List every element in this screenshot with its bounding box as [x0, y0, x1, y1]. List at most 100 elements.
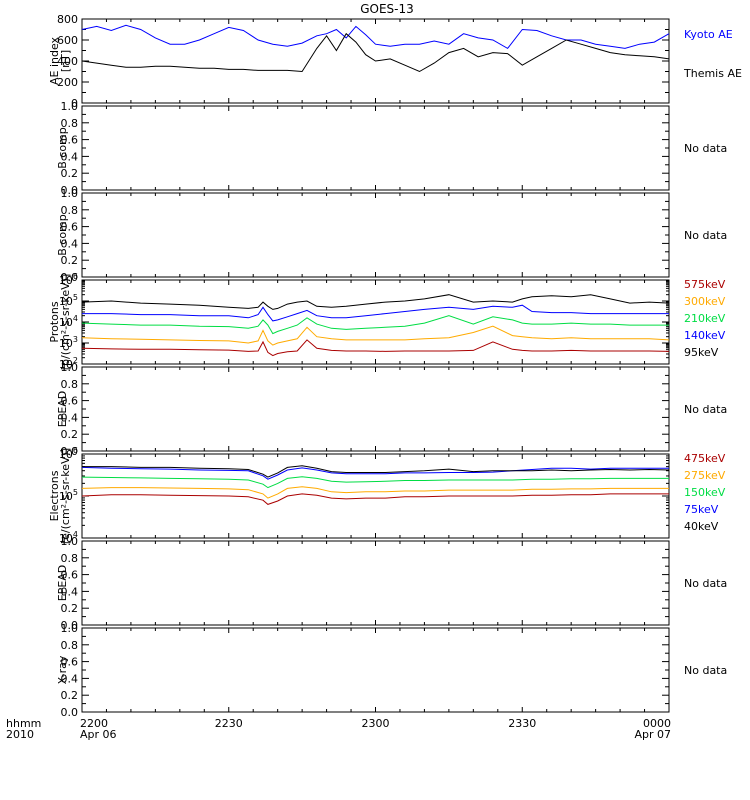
legend-entry: 150keV: [684, 486, 726, 499]
y-tick-label: 1.0: [61, 622, 79, 635]
y-axis-label: EPEAD: [56, 391, 69, 428]
no-data-label: No data: [684, 403, 727, 416]
series-475kev: [81, 493, 669, 505]
panels-group: 0 200 400 600 800 AE index[nT] Kyoto AE Themis …: [48, 13, 742, 719]
panel-frame: [81, 627, 670, 713]
y-tick-exponent: 5: [73, 293, 78, 302]
y-tick-label: 0: [71, 97, 78, 110]
panel-frame: [81, 192, 670, 278]
y-tick-label: 0.2: [61, 254, 79, 267]
y-axis-label: B comp: [56, 127, 69, 169]
panel-epead2: 0.0 0.2 0.4 0.6 0.8 1.0 EPEAD No data: [56, 535, 727, 632]
panel-xray: 0.0 0.2 0.4 0.6 0.8 1.0 X-ray No data: [56, 622, 727, 719]
legend-entry: 300keV: [684, 295, 726, 308]
x-axis-row-label-hhmm: hhmm: [6, 717, 41, 730]
y-tick-label: 0.8: [61, 639, 79, 652]
series-kyoto-ae: [81, 24, 670, 50]
y-axis-label: EPEAD: [56, 565, 69, 602]
legend-entry: Kyoto AE: [684, 28, 733, 41]
chart-title: GOES-13: [360, 2, 414, 16]
y-tick-exponent: 4: [73, 530, 78, 539]
series-themis-ae: [81, 32, 670, 73]
y-axis-label: Electrons[e/(cm²-s-sr-keV)]: [48, 448, 72, 544]
legend-entry: 575keV: [684, 278, 726, 291]
y-tick-label: 1.0: [61, 100, 79, 113]
y-axis-label-line: X-ray: [56, 655, 69, 684]
y-tick-exponent: 4: [73, 314, 78, 323]
x-tick-date-label: Apr 07: [634, 728, 671, 741]
panel-protons: 102103104105106Protons[p/(cm²-s-sr-keV)]…: [48, 272, 726, 371]
panel-frame: [81, 366, 670, 452]
series-300kev: [81, 325, 670, 346]
panel-frame: [81, 540, 670, 626]
y-tick-exponent: 6: [73, 272, 78, 281]
y-axis-label-line: Protons: [48, 301, 61, 342]
legend-entry: 40keV: [684, 520, 719, 533]
y-tick-label: 0.4: [61, 237, 79, 250]
series-95kev: [81, 294, 670, 310]
y-tick-label: 1.0: [61, 535, 79, 548]
y-tick-label: 0.0: [61, 271, 79, 284]
series-75kev: [81, 466, 669, 480]
y-tick-label: 200: [57, 76, 78, 89]
no-data-label: No data: [684, 577, 727, 590]
x-tick-label: 0000: [643, 717, 671, 730]
y-tick-label: 0.0: [61, 445, 79, 458]
series-275kev: [81, 486, 669, 499]
panel-epead1: 0.0 0.2 0.4 0.6 0.8 1.0 EPEAD No data: [56, 361, 727, 458]
no-data-label: No data: [684, 142, 727, 155]
y-tick-label: 600: [57, 34, 78, 47]
y-tick-exponent: 2: [73, 356, 78, 365]
y-axis-label-line: Electrons: [48, 470, 61, 521]
series-40kev: [82, 465, 670, 478]
x-tick-label: 2200: [80, 717, 108, 730]
y-tick-label: 0.0: [61, 706, 79, 719]
panel-frame: [81, 453, 670, 539]
y-axis-label-line: EPEAD: [56, 391, 69, 428]
y-tick-label: 0.0: [61, 619, 79, 632]
y-axis-label-line: B comp: [56, 214, 69, 256]
y-tick-label: 0.6: [61, 395, 79, 408]
y-tick-label: 0.8: [61, 117, 79, 130]
x-tick-label: 2230: [215, 717, 243, 730]
x-tick-label: 2330: [508, 717, 536, 730]
y-tick-label: 0.8: [61, 378, 79, 391]
y-axis-label: Protons[p/(cm²-s-sr-keV)]: [48, 274, 72, 371]
y-axis-label-line: AE index: [48, 36, 61, 85]
y-tick-label: 0.2: [61, 428, 79, 441]
y-tick-label: 0.4: [61, 585, 79, 598]
y-tick-label: 0.4: [61, 411, 79, 424]
panel-bcomp2: 0.0 0.2 0.4 0.6 0.8 1.0 B comp No data: [56, 187, 727, 284]
y-tick-label: 0.2: [61, 167, 79, 180]
legend-entry: 210keV: [684, 312, 726, 325]
legend-entry: 140keV: [684, 329, 726, 342]
y-tick-label: 0.6: [61, 221, 79, 234]
legend-entry: 275keV: [684, 469, 726, 482]
y-tick-label: 0.4: [61, 150, 79, 163]
legend-entry: Themis AE: [683, 67, 742, 80]
legend-entry: 95keV: [684, 346, 719, 359]
y-tick-label: 0.6: [61, 134, 79, 147]
legend-entry: 75keV: [684, 503, 719, 516]
no-data-label: No data: [684, 229, 727, 242]
no-data-label: No data: [684, 664, 727, 677]
x-axis-row-label-year: 2010: [6, 728, 34, 741]
y-tick-exponent: 6: [73, 446, 78, 455]
y-axis-label: AE index[nT]: [48, 36, 72, 85]
series-140kev: [82, 304, 669, 322]
panel-ae: 0 200 400 600 800 AE index[nT] Kyoto AE Themis …: [48, 13, 742, 110]
legend-entry: 475keV: [684, 452, 726, 465]
series-210kev: [81, 315, 669, 335]
y-tick-label: 0.8: [61, 204, 79, 217]
y-tick-label: 0.8: [61, 552, 79, 565]
y-axis-label-line: [nT]: [59, 50, 72, 72]
y-tick-label: 0.2: [61, 602, 79, 615]
y-axis-label-line: [p/(cm²-s-sr-keV)]: [59, 274, 72, 371]
panel-frame: [81, 105, 670, 191]
y-tick-label: 0.6: [61, 656, 79, 669]
y-tick-label: 1.0: [61, 361, 79, 374]
y-tick-exponent: 5: [73, 488, 78, 497]
